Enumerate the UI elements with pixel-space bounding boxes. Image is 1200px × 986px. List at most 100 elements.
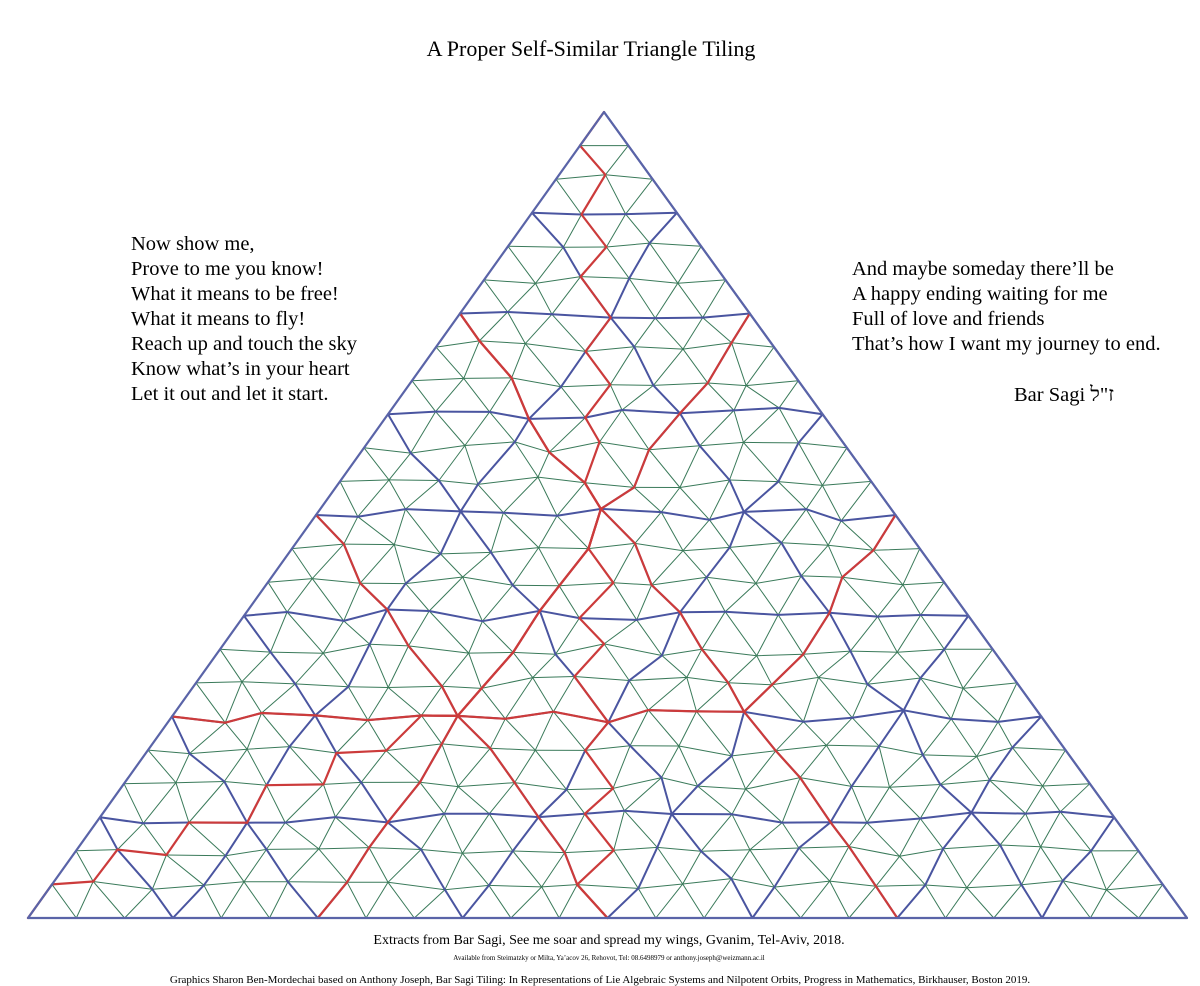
mesh-line xyxy=(271,652,324,653)
mesh-line xyxy=(1106,890,1138,918)
tile-edge xyxy=(552,314,611,317)
tile-edge xyxy=(556,654,575,676)
mesh-line xyxy=(295,653,323,684)
tile-edge xyxy=(539,814,585,817)
mesh-line xyxy=(604,644,662,656)
mesh-line xyxy=(539,516,557,548)
mesh-line xyxy=(842,577,877,616)
mesh-line xyxy=(552,277,581,315)
mesh-line xyxy=(204,882,244,885)
mesh-line xyxy=(635,512,661,543)
mesh-line xyxy=(463,552,491,577)
mesh-line xyxy=(421,716,441,744)
mesh-line xyxy=(152,855,166,889)
red-divider xyxy=(585,442,600,483)
red-divider xyxy=(513,611,540,653)
tile-edge xyxy=(348,644,369,687)
mesh-line xyxy=(826,718,852,746)
mesh-line xyxy=(819,677,853,717)
mesh-line xyxy=(605,175,625,214)
mesh-line xyxy=(998,722,1012,748)
mesh-line xyxy=(600,442,635,487)
mesh-line xyxy=(698,786,732,814)
mesh-line xyxy=(921,582,944,615)
mesh-line xyxy=(458,787,489,814)
mesh-line xyxy=(463,577,513,585)
mesh-line xyxy=(247,747,289,750)
mesh-line xyxy=(553,677,574,712)
red-divider xyxy=(585,483,601,509)
mesh-line xyxy=(687,649,702,677)
red-divider xyxy=(336,751,386,753)
mesh-line xyxy=(386,751,420,783)
mesh-line xyxy=(629,681,648,711)
mesh-line xyxy=(629,677,687,680)
mesh-line xyxy=(148,750,190,754)
mesh-line xyxy=(190,723,226,754)
mesh-line xyxy=(220,649,242,681)
tile-edge xyxy=(852,746,880,786)
tile-edge xyxy=(943,813,971,849)
mesh-line xyxy=(462,851,512,853)
mesh-line xyxy=(1026,814,1041,847)
mesh-line xyxy=(247,749,266,785)
mesh-line xyxy=(394,545,405,584)
mesh-line xyxy=(1041,812,1061,847)
mesh-line xyxy=(224,749,247,781)
red-divider xyxy=(574,644,604,677)
mesh-line xyxy=(841,481,871,520)
mesh-line xyxy=(852,684,867,718)
mesh-line xyxy=(750,848,799,850)
mesh-line xyxy=(370,644,409,646)
mesh-line xyxy=(394,509,405,544)
red-divider xyxy=(225,713,261,723)
mesh-line xyxy=(614,811,625,851)
mesh-line xyxy=(776,745,827,751)
mesh-line xyxy=(368,688,388,721)
red-divider xyxy=(318,882,347,918)
mesh-line xyxy=(479,341,525,344)
mesh-line xyxy=(559,586,579,618)
mesh-line xyxy=(613,746,630,789)
mesh-line xyxy=(525,344,585,352)
mesh-line xyxy=(1000,845,1041,847)
mesh-line xyxy=(822,448,847,486)
mesh-line xyxy=(1012,748,1065,751)
mesh-line xyxy=(1090,890,1106,918)
red-divider xyxy=(876,886,897,918)
mesh-line xyxy=(542,887,560,918)
tile-edge xyxy=(1063,851,1091,881)
mesh-line xyxy=(923,719,951,755)
mesh-line xyxy=(940,757,976,785)
mesh-line xyxy=(490,378,512,412)
mesh-line xyxy=(1091,851,1106,890)
mesh-line xyxy=(900,819,921,857)
tile-edge xyxy=(624,811,671,814)
mesh-line xyxy=(556,179,582,214)
mesh-line xyxy=(708,383,746,386)
mesh-line xyxy=(903,582,944,585)
red-divider xyxy=(479,341,511,378)
tile-edge xyxy=(461,484,478,511)
tile-edge xyxy=(315,715,336,753)
mesh-line xyxy=(469,621,483,653)
mesh-line xyxy=(535,712,553,751)
mesh-line xyxy=(344,583,361,621)
mesh-line xyxy=(1000,814,1025,845)
mesh-line xyxy=(458,783,515,787)
tile-edge xyxy=(655,318,703,319)
mesh-line xyxy=(849,823,867,847)
mesh-line xyxy=(347,882,366,918)
mesh-line xyxy=(267,849,319,850)
mesh-line xyxy=(709,520,729,548)
mesh-line xyxy=(613,583,651,585)
mesh-line xyxy=(849,886,876,918)
mesh-line xyxy=(730,442,744,480)
mesh-line xyxy=(830,881,876,886)
tile-edge xyxy=(1000,845,1021,885)
mesh-line xyxy=(366,882,388,918)
mesh-line xyxy=(635,543,683,550)
tile-edge xyxy=(421,850,445,890)
mesh-line xyxy=(125,889,153,918)
mesh-line xyxy=(649,446,700,450)
